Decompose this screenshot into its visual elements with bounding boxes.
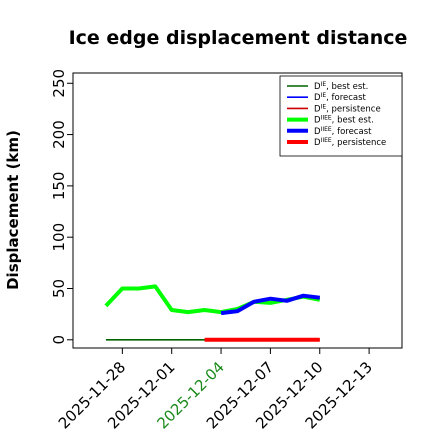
- legend-label-ie_persistence: DIE, persistence: [314, 103, 381, 114]
- legend-label-ie_forecast: DIE, forecast: [314, 92, 367, 103]
- series-line-iiee_forecast: [220, 293, 321, 316]
- legend-label-iiee_best: DIIEE, best est.: [314, 115, 374, 126]
- y-tick-label: 250: [50, 69, 68, 98]
- y-tick-label: 50: [50, 279, 68, 298]
- y-tick-label: 200: [50, 120, 68, 149]
- y-axis-label: Displacement (km): [4, 130, 22, 290]
- x-axis: 2025-11-282025-12-012025-12-042025-12-07…: [55, 348, 376, 432]
- legend-label-iiee_persistence: DIIEE, persistence: [314, 137, 386, 148]
- legend-label-iiee_forecast: DIIEE, forecast: [314, 126, 372, 137]
- y-tick-label: 0: [50, 335, 68, 345]
- legend-label-ie_best: DIE, best est.: [314, 81, 368, 92]
- plot-frame: [72, 72, 403, 349]
- y-tick-label: 150: [50, 172, 68, 201]
- y-axis: 0 50 100 150 200 250: [50, 69, 73, 345]
- chart-title: Ice edge displacement distance: [69, 27, 408, 49]
- plot-area: [72, 72, 403, 349]
- y-tick-label: 100: [50, 223, 68, 252]
